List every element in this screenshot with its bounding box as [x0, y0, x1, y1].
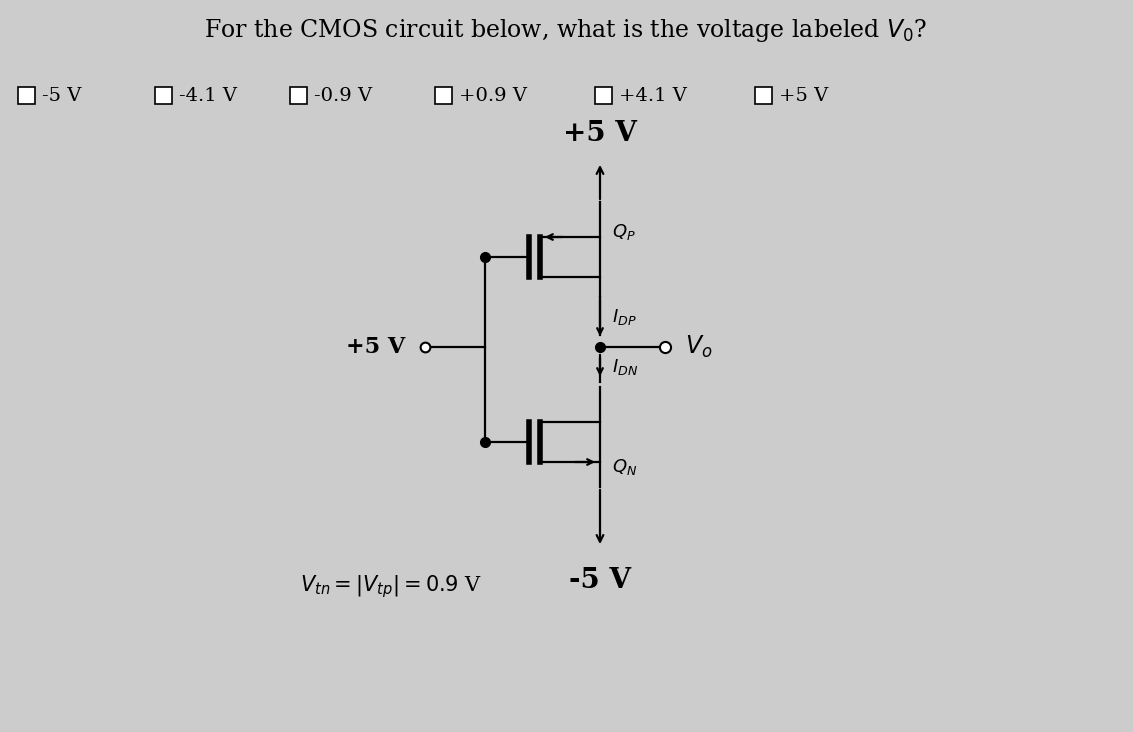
Bar: [595, 87, 612, 104]
Text: -0.9 V: -0.9 V: [314, 86, 372, 105]
Text: +4.1 V: +4.1 V: [619, 86, 687, 105]
Text: For the CMOS circuit below, what is the voltage labeled $V_0$?: For the CMOS circuit below, what is the …: [204, 17, 928, 44]
Text: -4.1 V: -4.1 V: [179, 86, 237, 105]
Bar: [435, 87, 452, 104]
Text: +5 V: +5 V: [780, 86, 828, 105]
Text: -5 V: -5 V: [42, 86, 82, 105]
Text: -5 V: -5 V: [569, 567, 631, 594]
Bar: [18, 87, 35, 104]
Text: $I_{DP}$: $I_{DP}$: [612, 307, 637, 327]
Text: +0.9 V: +0.9 V: [459, 86, 527, 105]
Bar: [755, 87, 772, 104]
Text: $I_{DN}$: $I_{DN}$: [612, 357, 638, 377]
Text: $Q_P$: $Q_P$: [612, 222, 636, 242]
Text: +5 V: +5 V: [563, 120, 637, 147]
Bar: [290, 87, 307, 104]
Text: +5 V: +5 V: [346, 336, 404, 358]
Text: $Q_N$: $Q_N$: [612, 457, 637, 477]
Bar: [155, 87, 172, 104]
Text: $V_o$: $V_o$: [685, 334, 713, 360]
Text: $V_{tn} = |V_{tp}| = 0.9$ V: $V_{tn} = |V_{tp}| = 0.9$ V: [300, 574, 483, 600]
